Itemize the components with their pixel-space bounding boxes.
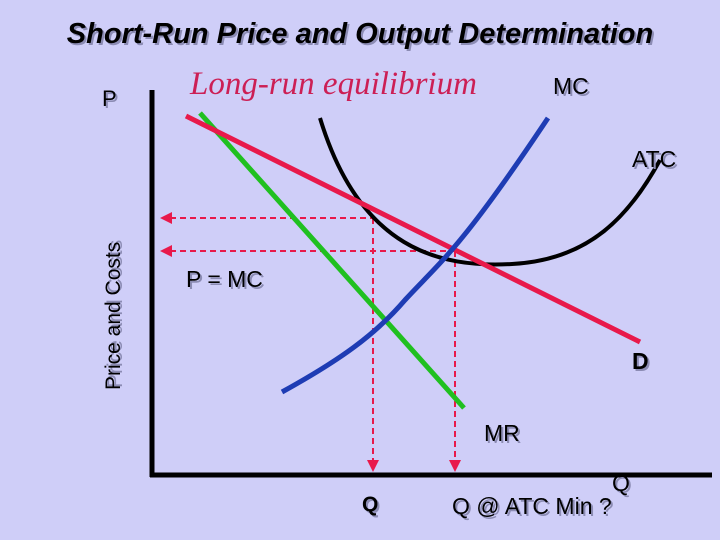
demand-label: D (632, 348, 649, 374)
slide-subtitle: Long-run equilibrium (190, 66, 477, 102)
mc-label: MC (553, 73, 589, 99)
atc-label: ATC (632, 146, 677, 172)
demand-curve (184, 113, 642, 345)
p-equals-mc-label: P = MC (186, 266, 263, 292)
atc-curve (318, 117, 662, 267)
arrow-q-atc-min (449, 460, 461, 472)
arrow-price-low (160, 245, 172, 257)
mr-label: MR (484, 420, 520, 446)
arrow-q (367, 460, 379, 472)
slide-title: Short-Run Price and Output Determination (66, 18, 654, 50)
mc-curve (280, 116, 551, 395)
q-label: Q (362, 493, 379, 516)
q-atc-min-label: Q @ ATC Min ? (452, 493, 612, 519)
q-small-label: Q (612, 470, 630, 496)
y-axis-symbol: P (102, 86, 117, 111)
arrow-price-high (160, 212, 172, 224)
mr-curve (198, 111, 466, 410)
